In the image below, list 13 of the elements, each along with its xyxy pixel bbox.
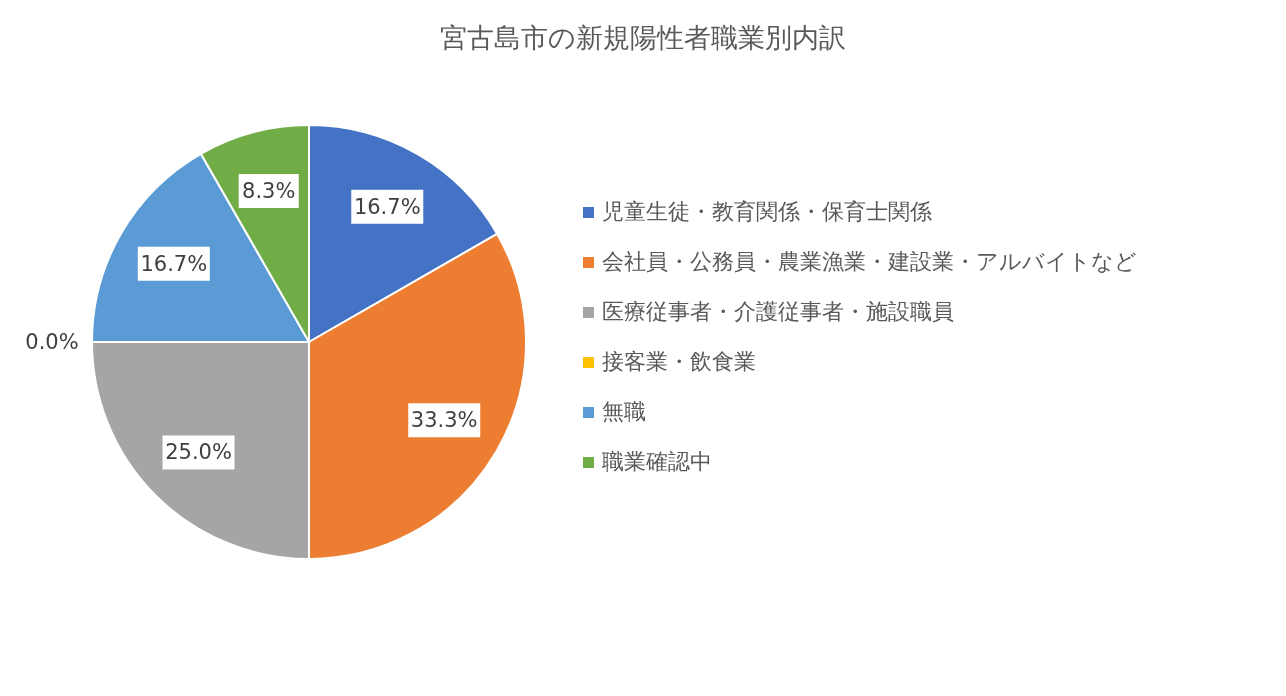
legend-label: 職業確認中: [602, 448, 712, 476]
legend-label: 無職: [602, 398, 646, 426]
text: 0.0%: [25, 330, 79, 354]
data-label: 16.7%: [353, 194, 421, 219]
legend-label: 接客業・飲食業: [602, 348, 756, 376]
legend-label: 医療従事者・介護従事者・施設職員: [602, 298, 954, 326]
legend-label: 児童生徒・教育関係・保育士関係: [602, 198, 932, 226]
data-label: 33.3%: [410, 408, 478, 433]
data-label: 16.7%: [140, 251, 208, 276]
chart-title: 宮古島市の新規陽性者職業別内訳: [439, 21, 847, 55]
data-label: 8.3%: [242, 179, 296, 204]
data-label: 25.0%: [165, 440, 232, 465]
legend-label: 会社員・公務員・農業漁業・建設業・アルバイトなど: [602, 248, 1137, 276]
